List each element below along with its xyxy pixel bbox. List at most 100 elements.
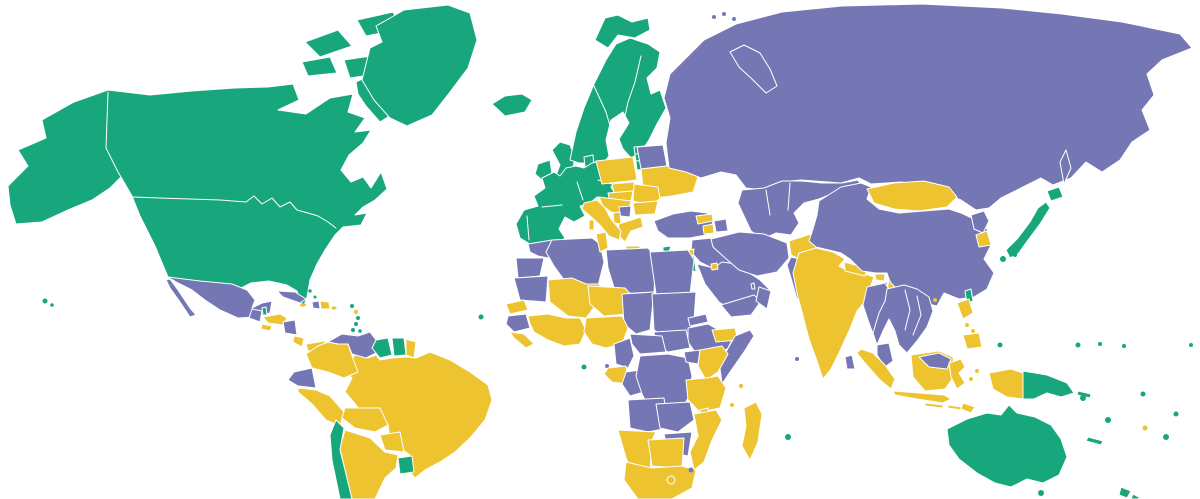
region-french-guiana[interactable]: [405, 338, 417, 359]
region-moluccas[interactable]: [969, 377, 973, 381]
region-pacific-island[interactable]: [1098, 342, 1102, 346]
region-ecuador[interactable]: [287, 367, 317, 389]
region-jamaica[interactable]: [300, 303, 306, 307]
region-sulawesi[interactable]: [948, 358, 966, 390]
region-uganda[interactable]: [683, 349, 701, 365]
region-qatar[interactable]: [750, 282, 756, 290]
region-costa-rica[interactable]: [292, 335, 305, 348]
region-new-zealand[interactable]: [1130, 493, 1141, 499]
region-equatorial-guinea[interactable]: [605, 364, 609, 368]
region-lesser-antilles[interactable]: [351, 328, 355, 332]
region-gulf-of-guinea-coast[interactable]: [527, 313, 587, 347]
region-solomon-islands[interactable]: [1080, 395, 1086, 401]
region-azerbaijan[interactable]: [713, 218, 729, 233]
region-lesotho[interactable]: [666, 475, 676, 485]
region-paraguay[interactable]: [379, 431, 405, 453]
region-kuwait[interactable]: [710, 262, 719, 271]
region-kosovo-north-macedonia[interactable]: [618, 205, 632, 218]
region-georgia[interactable]: [695, 213, 714, 225]
region-honshu[interactable]: [1005, 201, 1051, 259]
region-guatemala[interactable]: [248, 308, 263, 323]
region-kyushu[interactable]: [1000, 256, 1006, 262]
region-pacific-island[interactable]: [1075, 342, 1081, 348]
region-peru[interactable]: [297, 387, 345, 427]
region-bahamas[interactable]: [313, 295, 317, 299]
region-mexico[interactable]: [167, 276, 273, 319]
region-visayas[interactable]: [971, 329, 975, 333]
region-tasmania[interactable]: [1038, 490, 1044, 496]
region-uruguay[interactable]: [397, 455, 415, 475]
region-bahamas[interactable]: [308, 289, 312, 293]
region-franz-josef-land[interactable]: [732, 17, 736, 21]
region-chile[interactable]: [329, 419, 353, 499]
region-guyana[interactable]: [371, 337, 393, 359]
region-novaya-zemlya[interactable]: [729, 44, 778, 94]
region-hong-kong[interactable]: [933, 298, 937, 302]
region-hawaii[interactable]: [42, 298, 48, 304]
region-suriname[interactable]: [391, 337, 407, 357]
region-armenia[interactable]: [702, 223, 715, 235]
region-brazil[interactable]: [344, 344, 493, 479]
region-tonga[interactable]: [1163, 434, 1169, 440]
region-mauritania[interactable]: [513, 275, 549, 303]
region-sakhalin[interactable]: [1059, 149, 1072, 185]
region-north-korea[interactable]: [970, 210, 990, 234]
region-mauritius[interactable]: [785, 434, 791, 440]
region-vanuatu[interactable]: [1105, 417, 1111, 423]
region-belarus[interactable]: [636, 144, 668, 170]
region-mindanao[interactable]: [962, 332, 983, 350]
region-iceland[interactable]: [491, 93, 533, 117]
region-egypt[interactable]: [649, 249, 695, 295]
region-puerto-rico[interactable]: [331, 306, 337, 310]
region-hokkaido[interactable]: [1046, 186, 1064, 202]
region-kenya[interactable]: [697, 345, 729, 381]
region-shikoku[interactable]: [1013, 253, 1017, 257]
region-australia[interactable]: [946, 404, 1068, 488]
region-comoros[interactable]: [730, 403, 734, 407]
region-eswatini[interactable]: [688, 467, 694, 473]
region-mozambique[interactable]: [689, 409, 723, 471]
region-mexico[interactable]: [165, 278, 197, 318]
region-canadian-arctic[interactable]: [304, 29, 353, 58]
region-lesser-antilles[interactable]: [354, 322, 358, 326]
region-tuvalu[interactable]: [1140, 391, 1146, 397]
region-sardinia[interactable]: [588, 219, 595, 231]
region-sumatra[interactable]: [856, 348, 896, 390]
region-seychelles[interactable]: [738, 383, 744, 389]
region-pacific-island[interactable]: [1189, 343, 1193, 347]
region-java[interactable]: [892, 390, 952, 404]
region-papua-new-guinea[interactable]: [1022, 370, 1075, 400]
region-lesser-antilles[interactable]: [358, 329, 362, 333]
region-poland[interactable]: [595, 156, 638, 185]
region-belize[interactable]: [261, 306, 268, 316]
region-china[interactable]: [808, 182, 995, 307]
region-western-sahara[interactable]: [515, 257, 545, 279]
region-gabon[interactable]: [603, 365, 629, 385]
region-samoa[interactable]: [1173, 411, 1179, 417]
region-franz-josef-land[interactable]: [712, 15, 716, 19]
region-pacific-island[interactable]: [1122, 344, 1126, 348]
region-sri-lanka[interactable]: [844, 354, 856, 370]
region-oman[interactable]: [755, 286, 772, 310]
region-russia[interactable]: [663, 3, 1193, 211]
region-central-african-republic[interactable]: [629, 333, 667, 355]
region-canadian-arctic[interactable]: [301, 56, 338, 77]
region-yemen[interactable]: [720, 294, 762, 318]
region-bulgaria[interactable]: [632, 200, 659, 216]
region-south-africa[interactable]: [623, 461, 697, 499]
region-nordics[interactable]: [569, 37, 667, 167]
region-visayas[interactable]: [965, 323, 969, 327]
region-cuba[interactable]: [276, 290, 307, 304]
region-cameroon[interactable]: [613, 337, 635, 369]
region-pacific-island[interactable]: [997, 342, 1003, 348]
region-guinea[interactable]: [505, 313, 531, 333]
region-tanzania[interactable]: [685, 375, 727, 413]
region-iran[interactable]: [710, 231, 790, 277]
region-eritrea[interactable]: [687, 313, 709, 327]
region-antigua[interactable]: [353, 309, 359, 315]
region-rwanda[interactable]: [683, 370, 689, 376]
region-madagascar[interactable]: [741, 401, 763, 461]
region-italy[interactable]: [581, 199, 622, 241]
region-senegal[interactable]: [505, 299, 529, 315]
region-cape-verde[interactable]: [478, 314, 484, 320]
